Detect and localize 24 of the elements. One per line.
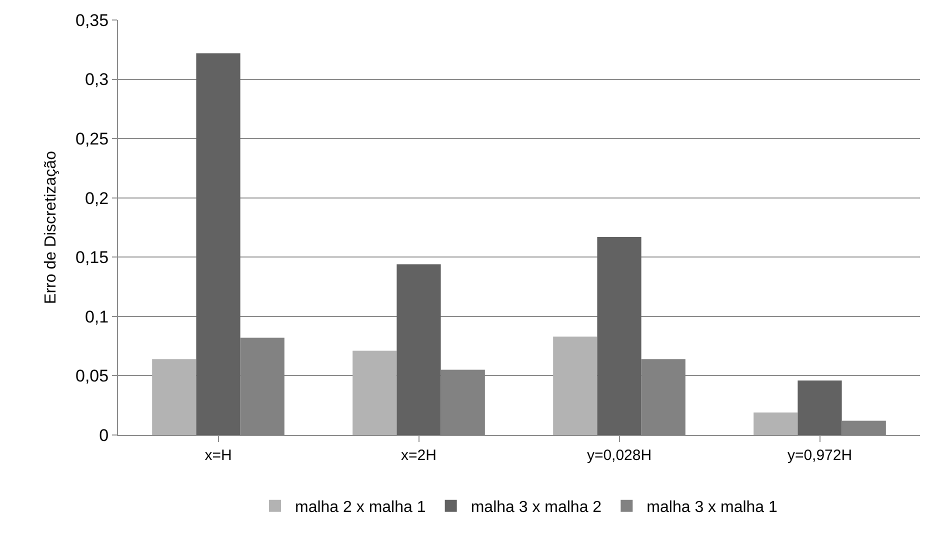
y-tick-label: 0 xyxy=(99,426,109,445)
y-axis-title: Erro de Discretização xyxy=(42,150,60,304)
x-tick-label: x=2H xyxy=(401,447,436,464)
x-tick-label: x=H xyxy=(204,447,232,464)
y-tick-label: 0,3 xyxy=(84,70,109,90)
y-tick-label: 0,1 xyxy=(84,307,109,326)
legend-label: malha 3 x malha 2 xyxy=(470,499,602,516)
legend-label: malha 3 x malha 1 xyxy=(646,499,778,516)
x-tick-label: y=0,028H xyxy=(586,447,652,464)
y-tick-label: 0,25 xyxy=(76,130,109,149)
legend-label: malha 2 x malha 1 xyxy=(295,499,426,516)
bar xyxy=(597,236,642,435)
bar xyxy=(152,359,196,435)
bar xyxy=(196,53,240,435)
bar xyxy=(352,350,397,435)
y-tick-label: 0,35 xyxy=(76,10,109,30)
bar xyxy=(553,336,598,435)
y-tick-label: 0,05 xyxy=(76,366,109,386)
y-tick-label: 0,2 xyxy=(84,188,109,208)
x-tick-label: y=0,972H xyxy=(787,447,852,464)
bar xyxy=(754,412,798,435)
y-tick-label: 0,15 xyxy=(76,248,109,268)
bar xyxy=(798,380,842,435)
bar xyxy=(396,264,441,435)
